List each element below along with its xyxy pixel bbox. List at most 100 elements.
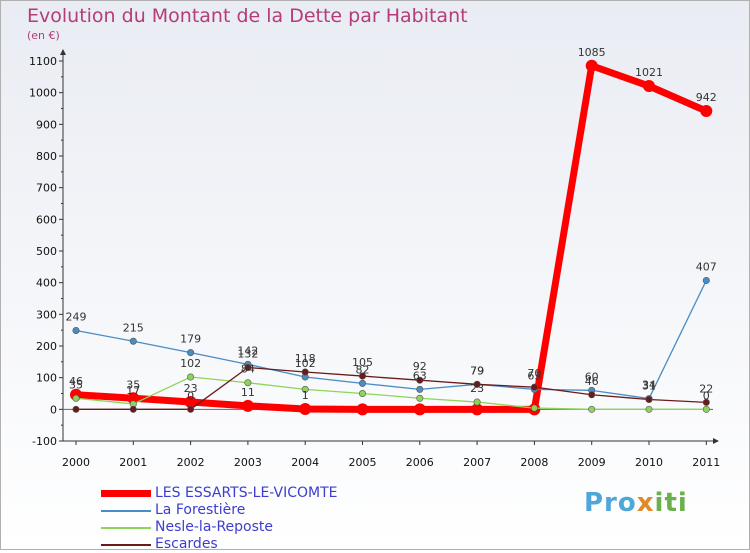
series-point-2 [588,405,596,413]
data-label-2: 102 [180,357,201,370]
legend-label-0: LES ESSARTS-LE-VICOMTE [155,485,338,501]
y-tick-label: 700 [36,182,57,195]
x-tick-label: 2002 [177,456,205,469]
x-tick-label: 2010 [635,456,663,469]
data-label-0: 1085 [578,46,606,59]
y-tick-label: 100 [36,372,57,385]
data-label-3: 118 [295,352,316,365]
data-label-3: 70 [527,367,541,380]
data-label-2: 23 [470,382,484,395]
data-label-1: 60 [585,370,599,383]
series-point-2 [473,398,481,406]
y-tick-label: 800 [36,150,57,163]
y-tick-label: 200 [36,340,57,353]
series-point-0 [241,399,254,412]
data-label-3: 79 [470,364,484,377]
series-point-0 [643,80,655,93]
legend-swatch-3 [101,544,151,546]
data-label-0: 23 [184,382,198,395]
data-label-1: 249 [66,310,87,323]
chart-subtitle: (en €) [27,29,60,42]
data-label-3: 0 [187,389,194,402]
x-tick-label: 2006 [406,456,434,469]
data-label-0: 46 [69,375,83,388]
y-tick-label: 300 [36,308,57,321]
data-label-0: 35 [126,378,140,391]
series-point-0 [700,105,713,118]
data-label-1: 102 [295,357,316,370]
data-label-1: 82 [356,363,370,376]
series-point-1 [129,337,137,345]
legend-swatch-1 [101,510,151,512]
data-label-1: 79 [470,364,484,377]
series-point-2 [72,394,80,402]
series-point-0 [585,59,598,72]
data-label-1: 63 [527,369,541,382]
data-label-0: 11 [241,386,255,399]
series-line-0 [75,62,708,413]
series-point-2 [530,404,538,412]
x-tick-label: 2004 [291,456,319,469]
data-label-1: 215 [123,321,144,334]
series-point-1 [72,326,80,334]
legend-label-3: Escardes [155,536,218,552]
series-point-1 [358,379,366,387]
data-label-0: 1021 [635,66,663,79]
data-label-1: 179 [180,333,201,346]
logo-part-3: iti [654,488,688,518]
series-point-3 [588,391,596,399]
series-point-1 [187,349,195,357]
series-point-2 [244,379,252,387]
series-point-3 [530,383,538,391]
series-point-0 [184,396,197,409]
series-point-1 [416,385,424,393]
series-point-0 [356,403,369,416]
legend-swatch-2 [101,527,151,529]
chart-title: Evolution du Montant de la Dette par Hab… [27,5,468,27]
data-label-3: 92 [413,360,427,373]
series-point-2 [702,405,710,413]
proxiti-logo: Proxiti [584,488,688,518]
data-label-3: 105 [352,356,373,369]
logo-part-1: Pro [584,488,637,518]
series-point-3 [129,405,137,413]
data-label-0: 1 [302,389,309,402]
data-label-2: 35 [69,378,83,391]
x-tick-label: 2005 [349,456,377,469]
x-tick-label: 2007 [463,456,491,469]
y-tick-label: 1000 [29,87,57,100]
series-point-2 [416,394,424,402]
data-label-3: 31 [642,380,656,393]
y-tick-label: 400 [36,277,57,290]
y-tick-label: 1100 [29,55,57,68]
legend-label-1: La Forestière [155,502,246,518]
y-axis-arrow [60,49,66,55]
data-label-2: 84 [241,363,255,376]
x-tick-label: 2009 [578,456,606,469]
series-point-0 [127,392,140,405]
legend-label-2: Nesle-la-Reposte [155,519,274,535]
x-axis-arrow [713,438,719,444]
data-label-2: 17 [126,384,140,397]
series-layer [70,59,713,416]
series-line-1 [75,280,707,400]
series-line-2 [75,376,707,410]
y-tick-label: 500 [36,245,57,258]
series-point-1 [702,276,710,284]
data-label-2: 0 [703,389,710,402]
data-label-0: 942 [696,91,717,104]
series-point-3 [301,368,309,376]
series-point-2 [187,373,195,381]
data-label-1: 142 [237,344,258,357]
series-point-2 [645,405,653,413]
series-point-3 [702,398,710,406]
series-point-3 [187,405,195,413]
series-point-3 [473,380,481,388]
legend-swatch-0 [101,490,151,497]
series-point-3 [358,372,366,380]
y-tick-label: 0 [50,403,57,416]
axes: -100010020030040050060070080090010001100… [29,49,720,469]
